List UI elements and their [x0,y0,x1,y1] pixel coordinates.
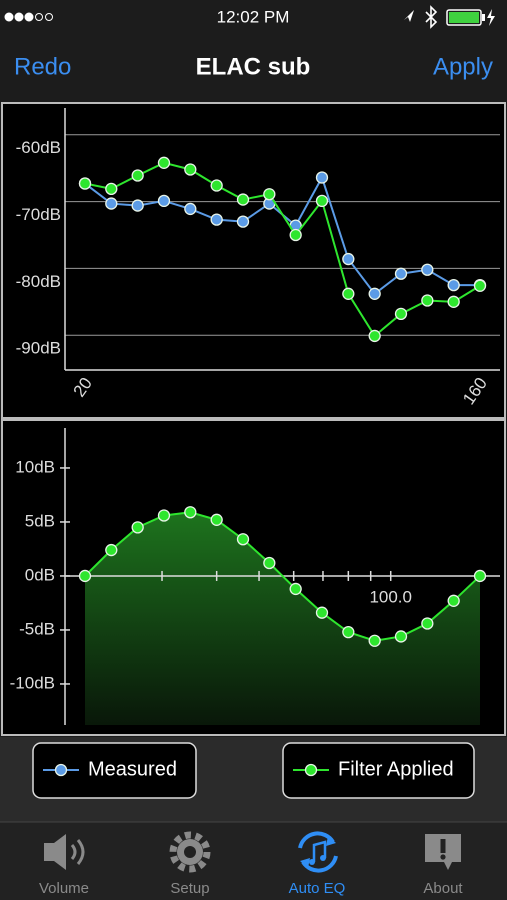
tab-label[interactable]: Setup [170,880,209,897]
data-point [394,307,408,321]
y-tick-label: -10dB [10,673,55,692]
legend-button[interactable]: Measured [32,742,197,799]
data-point [447,278,460,292]
data-point [157,509,171,522]
data-point [394,267,408,280]
signal-dots [4,12,53,22]
data-point [236,193,250,206]
nav-title: ELAC sub [196,53,311,80]
data-point [184,202,197,216]
data-point [368,634,381,647]
data-point [368,287,381,300]
legend-label: Measured [88,758,177,780]
series-line [84,511,481,642]
legend-swatch-dot [54,763,68,777]
data-point [421,263,434,276]
location-icon [404,10,414,22]
data-point [473,279,487,292]
legend-swatch-dot [304,763,318,777]
data-point [184,163,197,176]
tab-label[interactable]: About [423,880,463,897]
data-point [78,569,92,583]
tab-bar [0,822,507,900]
data-point [78,177,92,190]
data-point [473,569,487,583]
data-point [210,213,223,226]
data-point [315,171,329,184]
data-point [368,329,381,343]
data-point [342,625,355,639]
apply-button[interactable]: Apply [433,53,493,80]
data-point [289,228,302,242]
redo-button[interactable]: Redo [14,53,71,80]
data-point [263,556,276,570]
y-tick-label: 10dB [15,457,55,476]
setup-icon [169,831,211,873]
data-point [210,179,223,192]
y-tick-label: -80dB [16,272,61,291]
bluetooth-icon [425,5,438,29]
data-point [421,617,434,630]
legend-label: Filter Applied [338,758,454,780]
data-point [263,188,276,201]
data-point [421,294,434,307]
y-tick-label: -60dB [16,138,61,157]
status-time: 12:02 PM [217,7,290,26]
legend-button[interactable]: Filter Applied [282,742,475,799]
y-tick-label: -5dB [19,619,55,638]
tab-label[interactable]: Auto EQ [289,880,346,897]
data-point [157,156,171,169]
y-tick-label: -90dB [16,339,61,358]
chart: 10dB 5dB 0dB -5dB -10dB 100.0 [10,428,500,725]
data-point [289,582,302,596]
y-tick-label: 5dB [25,511,55,530]
x-tick-label: 100.0 [369,587,412,606]
top-chart-frame [1,102,506,419]
battery-icon [446,9,495,26]
data-point [184,506,197,519]
tab-label[interactable]: Volume [39,880,89,897]
data-point [394,630,408,643]
legend: Measured Filter Applied [32,742,475,799]
data-point [236,215,250,228]
y-tick-label: 0dB [25,565,55,584]
series-line [84,161,481,338]
legend-button-frame [282,742,475,799]
data-point [157,194,171,208]
data-point [342,287,355,300]
volume-icon [44,834,85,870]
tabs: Volume Setup Auto EQ About [39,880,463,897]
data-point [210,513,223,526]
data-point [315,194,329,208]
data-point [447,295,460,308]
y-tick-label: -70dB [16,205,61,224]
data-point [131,199,144,212]
data-point [236,533,250,546]
data-point [105,182,118,196]
about-icon [425,834,461,870]
legend-button-frame [32,742,197,799]
area-fill [85,512,480,725]
data-point [105,543,118,557]
data-point [315,606,329,619]
data-point [105,197,118,210]
data-point [131,169,144,182]
data-point [342,252,355,266]
auto-eq-icon [298,831,338,873]
data-point [447,594,460,607]
data-point [131,521,144,534]
